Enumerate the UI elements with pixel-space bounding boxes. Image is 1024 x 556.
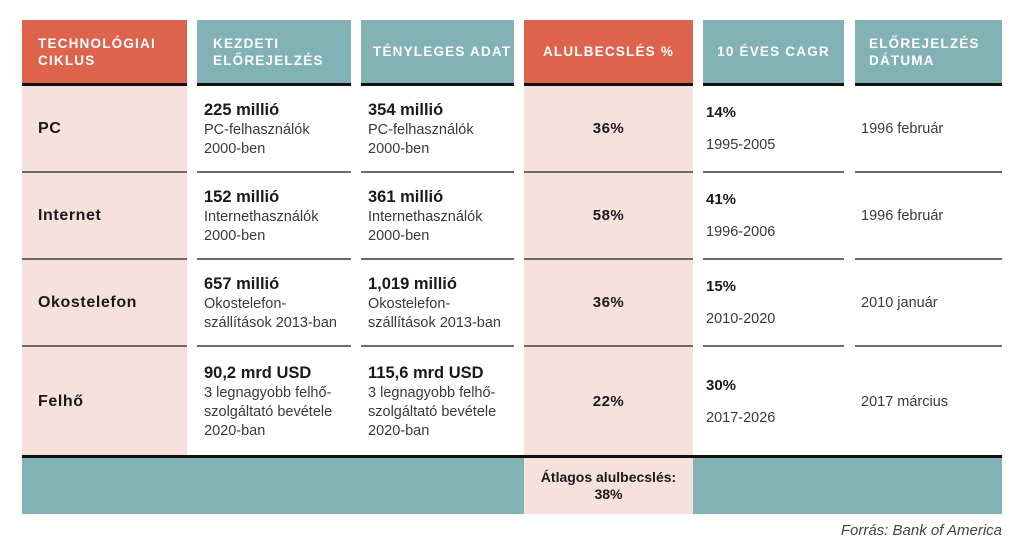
table-row-internet-cagr: 41% 1996-2006 (703, 173, 844, 260)
table-row-smartphone-date: 2010 január (855, 260, 1002, 347)
source-note: Forrás: Bank of America (840, 522, 1002, 539)
table-row-smartphone-underestimate: 36% (524, 260, 693, 347)
header-forecast-date: ELŐREJELZÉS DÁTUMA (855, 20, 1002, 86)
table-row-pc-cagr: 14% 1995-2005 (703, 86, 844, 173)
table-row-internet-actual: 361 millió Internethasználók 2000-ben (361, 173, 514, 260)
header-actual-data: TÉNYLEGES ADAT (361, 20, 514, 86)
table-row-pc-actual: 354 millió PC-felhasználók 2000-ben (361, 86, 514, 173)
table-row-cloud-initial: 90,2 mrd USD 3 legnagyobb felhő-szolgálta… (204, 364, 333, 439)
table-row-internet-underestimate: 58% (524, 173, 693, 260)
table-row-cloud-date: 2017 március (861, 393, 949, 410)
table-row-smartphone-actual: 1,019 millió Okostelefon-szállítások 2013… (361, 260, 514, 347)
table-row-cloud-actual: 115,6 mrd USD 3 legnagyobb felhő-szolgált… (368, 364, 497, 439)
table-row-pc-underestimate: 36% (524, 86, 693, 173)
table-row-smartphone-initial: 657 millió Okostelefon-szállítások 2013-b… (197, 260, 351, 347)
table-row-cloud-cagr: 30% 2017-2026 (706, 377, 776, 426)
header-technology-cycle: TECHNOLÓGIAI CIKLUS (22, 20, 187, 86)
table-row-pc-cycle: PC (22, 86, 187, 173)
table-row-smartphone-cagr: 15% 2010-2020 (703, 260, 844, 347)
table-row-cloud-underestimate: 22% (592, 393, 625, 410)
cycle-column-background (22, 86, 187, 456)
table-row-internet-cycle: Internet (22, 173, 187, 260)
table-row-internet-date: 1996 február (855, 173, 1002, 260)
table-row-cloud-cycle: Felhő (38, 392, 84, 410)
table-row-smartphone-cycle: Okostelefon (22, 260, 187, 347)
underestimate-column-background (524, 86, 693, 456)
footer-divider (22, 455, 1002, 458)
table-row-pc-initial: 225 millió PC-felhasználók 2000-ben (197, 86, 351, 173)
table-row-internet-initial: 152 millió Internethasználók 2000-ben (197, 173, 351, 260)
header-underestimate: ALULBECSLÉS % (524, 20, 693, 86)
header-initial-forecast: KEZDETI ELŐREJELZÉS (197, 20, 351, 86)
header-cagr: 10 ÉVES CAGR (703, 20, 844, 86)
table-row-pc-date: 1996 február (855, 86, 1002, 173)
footer-bar-left (22, 458, 524, 514)
average-underestimate: Átlagos alulbecslés: 38% (524, 458, 693, 514)
footer-bar-right (693, 458, 1002, 514)
